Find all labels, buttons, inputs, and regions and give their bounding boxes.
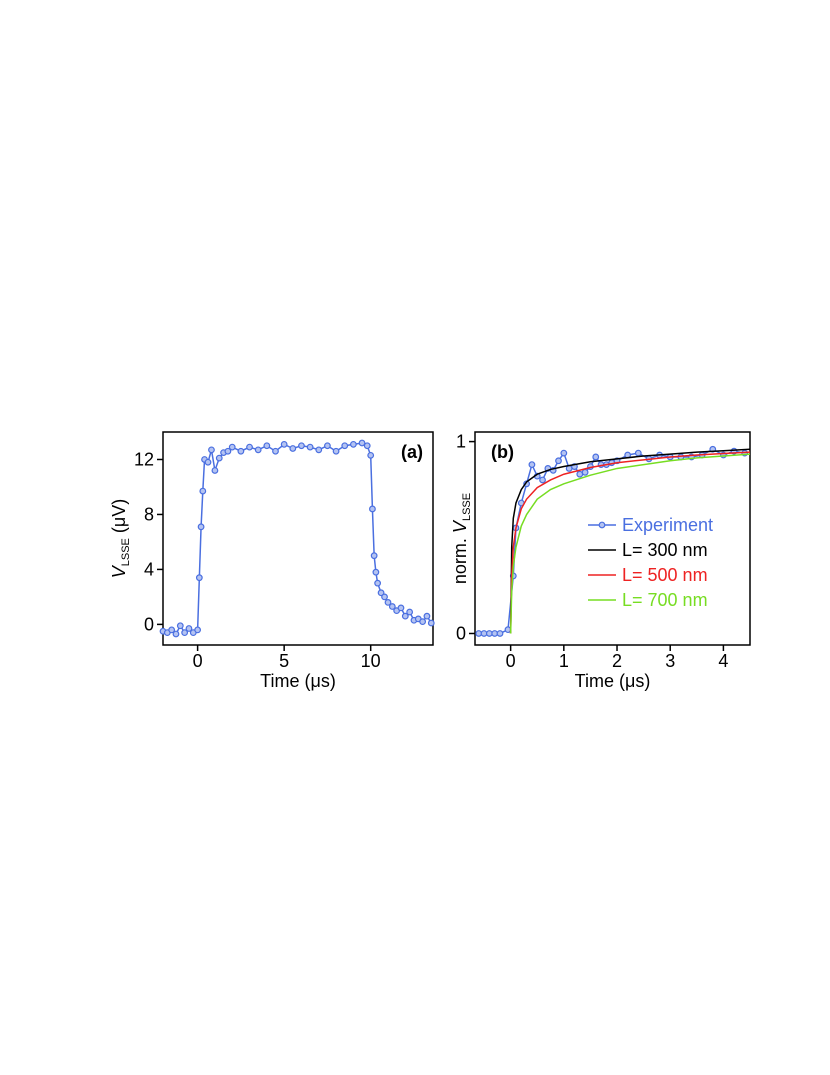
y-tick-label: 0 <box>456 623 466 643</box>
y-axis-label-text: norm. <box>450 538 470 584</box>
data-point <box>388 603 396 610</box>
y-tick-label: 4 <box>144 559 154 579</box>
x-tick-label: 2 <box>612 651 622 671</box>
data-point <box>377 589 385 597</box>
data-point <box>324 442 331 450</box>
data-point <box>358 439 366 447</box>
data-point <box>592 453 600 461</box>
data-point <box>369 505 376 513</box>
y-tick-label: 0 <box>144 614 154 634</box>
data-point <box>332 447 340 455</box>
y-axis-label-sub: LSSE <box>120 538 132 566</box>
data-point <box>581 468 589 476</box>
data-point <box>555 457 562 465</box>
data-point <box>263 442 271 450</box>
legend-label: L= 700 nm <box>622 590 708 610</box>
x-tick-label: 0 <box>506 651 516 671</box>
data-point <box>254 446 262 454</box>
data-line <box>509 448 751 634</box>
data-point <box>367 451 375 459</box>
data-point <box>237 447 245 455</box>
y-tick-label: 12 <box>134 449 154 469</box>
data-point <box>560 449 568 457</box>
data-point <box>208 446 215 454</box>
x-tick-label: 4 <box>718 651 728 671</box>
data-point <box>199 487 207 495</box>
x-tick-label: 10 <box>361 651 381 671</box>
data-point <box>194 626 202 634</box>
y-tick-label: 1 <box>456 432 466 452</box>
data-line <box>509 451 751 634</box>
data-point <box>181 629 189 637</box>
data-point <box>349 440 357 448</box>
data-point <box>176 622 184 630</box>
data-point <box>272 447 279 455</box>
data-point <box>397 604 405 612</box>
data-point <box>306 443 314 451</box>
data-point <box>211 467 219 474</box>
data-point <box>363 442 371 450</box>
data-point <box>419 618 427 626</box>
panel-label: (a) <box>401 442 423 462</box>
plot-frame <box>162 431 434 646</box>
y-axis-label-sub: LSSE <box>461 493 473 521</box>
x-tick-label: 1 <box>559 651 569 671</box>
data-point <box>204 458 212 466</box>
panel-label: (b) <box>491 442 514 462</box>
data-point <box>185 625 193 632</box>
x-tick-label: 5 <box>279 651 289 671</box>
data-point <box>539 476 546 484</box>
data-point <box>246 443 253 451</box>
data-point <box>215 454 223 462</box>
data-point <box>315 446 323 454</box>
data-point <box>228 443 236 451</box>
y-tick-label: 8 <box>144 504 154 524</box>
data-line <box>509 453 751 634</box>
y-axis-label-var: V <box>450 519 470 533</box>
data-point <box>224 447 232 455</box>
data-point <box>401 612 409 620</box>
data-point <box>384 599 392 606</box>
data-point <box>341 442 349 450</box>
x-axis-label: Time (μs) <box>575 671 651 691</box>
plot-frame <box>474 431 751 646</box>
data-point <box>427 619 435 627</box>
legend-label: L= 300 nm <box>622 540 708 560</box>
y-axis-label-unit: (μV) <box>109 499 129 533</box>
data-point <box>372 568 380 576</box>
data-point <box>195 574 203 582</box>
data-point <box>374 579 382 587</box>
y-axis-label: norm. VLSSE <box>450 493 473 584</box>
legend-label: L= 500 nm <box>622 565 708 585</box>
data-point <box>406 608 414 616</box>
x-tick-label: 0 <box>193 651 203 671</box>
data-point <box>496 630 504 637</box>
data-point <box>280 440 288 448</box>
data-point <box>370 552 378 560</box>
data-point <box>289 445 297 452</box>
data-point <box>172 630 180 638</box>
data-point <box>298 442 305 450</box>
data-point <box>528 461 536 469</box>
data-point <box>634 449 642 457</box>
legend-label: Experiment <box>622 515 713 535</box>
x-tick-label: 3 <box>665 651 675 671</box>
data-point <box>168 626 176 634</box>
data-point <box>423 612 431 620</box>
y-axis-label: VLSSE (μV) <box>109 499 133 579</box>
legend-marker <box>598 521 606 529</box>
data-point <box>197 523 205 531</box>
y-axis-label-var: V <box>109 564 129 578</box>
x-axis-label: Time (μs) <box>260 671 336 691</box>
data-point <box>381 593 388 601</box>
